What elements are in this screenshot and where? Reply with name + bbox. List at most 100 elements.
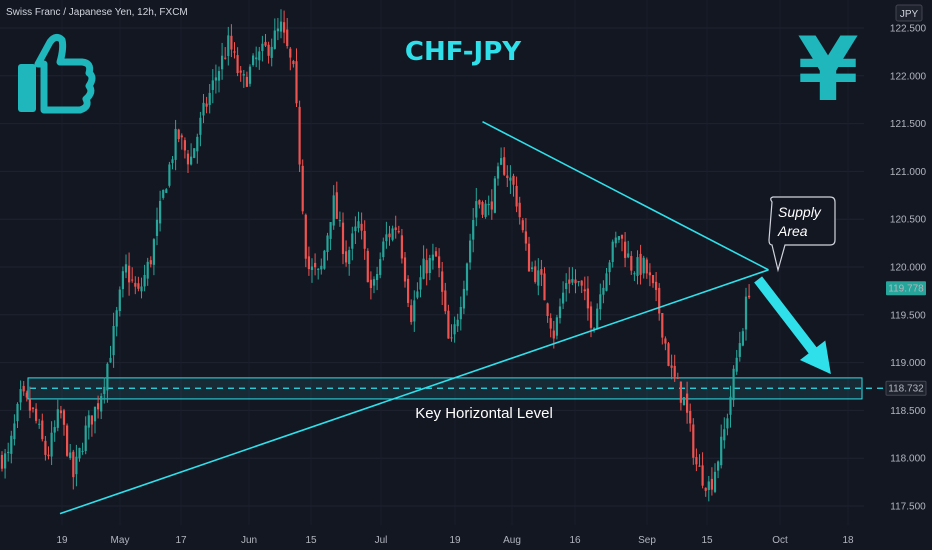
candle-body <box>574 279 577 284</box>
descending-resistance-trendline[interactable] <box>482 120 769 271</box>
currency-badge[interactable]: JPY <box>895 4 923 22</box>
candle-body <box>72 451 75 478</box>
candle-body <box>190 156 193 165</box>
candle-body <box>112 326 115 356</box>
candle-body <box>354 226 357 232</box>
projection-arrow[interactable] <box>754 276 831 375</box>
candle-body <box>664 338 667 344</box>
candle-body <box>214 77 217 81</box>
candle-body <box>602 287 605 295</box>
last-price-value: 119.778 <box>888 284 924 295</box>
candle-body <box>236 55 239 74</box>
candle-body <box>527 243 531 272</box>
candle-body <box>537 270 540 286</box>
candle-body <box>264 41 267 46</box>
candle-body <box>165 189 168 193</box>
candle-body <box>673 365 676 377</box>
candle-body <box>661 313 664 338</box>
candle-body <box>608 262 611 273</box>
candle-body <box>230 35 233 50</box>
price-axis[interactable]: 122.500 122.000 121.500 121.000 120.500 120.0… <box>890 24 927 513</box>
candle-body <box>97 403 100 410</box>
candle-body <box>134 282 137 287</box>
candle-body <box>729 396 732 415</box>
candle-body <box>211 80 214 90</box>
candle-body <box>357 221 360 229</box>
candle-body <box>682 397 686 406</box>
candle-body <box>341 222 345 255</box>
candle-body <box>146 261 149 279</box>
candle-body <box>329 222 332 239</box>
candle-body <box>369 279 372 288</box>
y-tick-label: 120.000 <box>890 263 927 274</box>
candle-body <box>624 241 627 258</box>
candle-body <box>695 457 698 465</box>
candle-body <box>521 220 524 231</box>
candle-body <box>732 368 735 401</box>
candle-body <box>376 274 379 281</box>
candle-body <box>217 71 221 81</box>
ascending-support-trendline[interactable] <box>59 269 769 515</box>
time-axis[interactable]: 19 May 17 Jun 15 Jul 19 Aug 16 Sep 15 Oct 18 <box>56 535 854 546</box>
yen-icon: ¥ <box>797 18 858 121</box>
candle-body <box>487 203 490 206</box>
candle-body <box>276 28 279 32</box>
candle-body <box>286 29 289 47</box>
candle-body <box>41 420 44 440</box>
candle-body <box>462 288 465 309</box>
candle-body <box>372 279 376 286</box>
candle-body <box>552 330 555 339</box>
candle-body <box>676 377 679 379</box>
candle-body <box>267 44 270 56</box>
candle-body <box>500 158 503 165</box>
candle-body <box>332 195 335 226</box>
candle-body <box>611 241 614 262</box>
candle-body <box>279 21 283 32</box>
candle-body <box>56 409 59 428</box>
candle-body <box>100 396 103 412</box>
candle-body <box>407 278 410 303</box>
candle-body <box>382 241 385 258</box>
x-tick-label: Oct <box>772 535 788 546</box>
supply-area-callout[interactable]: Supply Area <box>768 196 836 273</box>
candle-body <box>531 267 534 270</box>
candle-body <box>726 418 729 429</box>
candle-body <box>596 308 599 330</box>
candle-body <box>444 290 447 312</box>
candle-body <box>720 436 723 466</box>
candle-body <box>13 423 16 440</box>
candle-body <box>193 148 196 159</box>
candle-body <box>121 271 124 290</box>
candle-body <box>441 271 444 292</box>
candle-body <box>363 230 366 249</box>
y-tick-label: 121.000 <box>890 167 927 178</box>
candle-body <box>143 274 146 287</box>
candle-body <box>496 166 500 179</box>
candle-body <box>636 257 639 276</box>
key-horizontal-zone[interactable] <box>27 377 863 400</box>
candle-body <box>25 392 28 398</box>
candle-body <box>397 231 400 233</box>
candle-body <box>16 403 19 422</box>
candle-body <box>509 177 512 181</box>
candle-body <box>283 22 286 33</box>
candle-body <box>118 289 121 312</box>
candle-body <box>627 253 630 258</box>
candle-body <box>391 228 394 240</box>
candle-body <box>128 265 131 283</box>
candle-body <box>738 343 741 357</box>
currency-badge-label: JPY <box>900 9 919 20</box>
candle-body <box>162 189 165 198</box>
candle-body <box>642 257 645 274</box>
candle-body <box>258 51 261 61</box>
candle-body <box>261 43 264 52</box>
candle-body <box>438 256 441 268</box>
candles[interactable] <box>0 9 751 502</box>
candle-body <box>196 136 199 152</box>
candle-body <box>7 451 10 454</box>
candle-body <box>44 440 47 455</box>
trendlines[interactable] <box>59 120 769 515</box>
candle-body <box>183 140 186 151</box>
candle-body <box>434 251 438 257</box>
